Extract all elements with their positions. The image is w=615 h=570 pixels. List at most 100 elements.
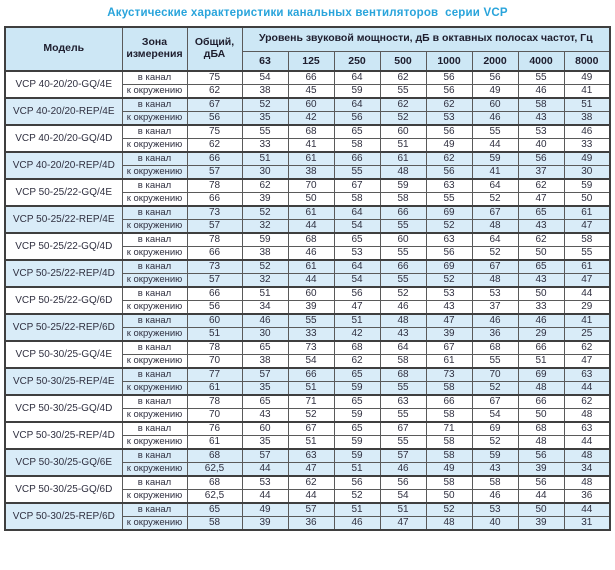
total-dba-value: 68	[186, 475, 243, 490]
zone-label: в канал	[121, 205, 188, 220]
level-value: 48	[471, 273, 519, 288]
level-value: 50	[517, 286, 565, 301]
level-value: 61	[379, 151, 427, 166]
level-value: 33	[563, 138, 611, 153]
table-row: VCP 50-30/25-GQ/4D в канал 78 65 71 65 63 66 67 6…	[4, 394, 611, 423]
level-value: 42	[333, 327, 381, 342]
level-value: 43	[517, 273, 565, 288]
table-row: к окружению 58 39 36 46 47 48 40 39 31	[5, 516, 611, 531]
header-freq-8000: 8000	[563, 50, 611, 72]
table-row: VCP 40-20/20-GQ/4E в канал 75 54 66 64 62 56 56 5…	[4, 70, 611, 99]
level-value: 64	[471, 178, 519, 193]
level-value: 49	[241, 502, 289, 517]
level-value: 52	[241, 205, 289, 220]
level-value: 39	[425, 327, 473, 342]
level-value: 55	[425, 192, 473, 207]
table-row: VCP 50-30/25-REP/6D в канал 65 49 57 51 51 52 53…	[4, 502, 611, 531]
level-value: 43	[241, 408, 289, 423]
table-row: VCP 40-20/20-REP/4D в канал 66 51 61 66 61 62 59…	[4, 151, 611, 180]
level-value: 62	[563, 394, 611, 409]
level-value: 44	[241, 489, 289, 504]
level-value: 62	[333, 354, 381, 369]
level-value: 47	[379, 516, 427, 531]
level-value: 64	[333, 205, 381, 220]
level-value: 48	[379, 165, 427, 180]
zone-label: к окружению	[121, 300, 188, 315]
table-row: к окружению 56 34 39 47 46 43 37 33 29	[5, 300, 611, 315]
level-value: 41	[563, 84, 611, 99]
level-value: 59	[563, 178, 611, 193]
header-row-frequencies: 63 125 250 500 1000 2000 4000 8000	[5, 50, 611, 72]
level-value: 69	[425, 205, 473, 220]
level-value: 47	[287, 462, 335, 477]
level-value: 43	[471, 462, 519, 477]
total-dba-value: 66	[186, 192, 243, 207]
level-value: 51	[287, 435, 335, 450]
zone-label: к окружению	[121, 273, 188, 288]
level-value: 46	[517, 84, 565, 99]
level-value: 49	[471, 84, 519, 99]
level-value: 56	[333, 111, 381, 126]
level-value: 48	[471, 219, 519, 234]
total-dba-value: 66	[186, 246, 243, 261]
level-value: 68	[379, 367, 427, 382]
zone-label: в канал	[121, 286, 188, 301]
level-value: 52	[425, 219, 473, 234]
level-value: 53	[333, 246, 381, 261]
level-value: 46	[471, 489, 519, 504]
level-value: 36	[287, 516, 335, 531]
model-name: VCP 40-20/20-REP/4D	[4, 151, 123, 180]
level-value: 73	[287, 340, 335, 355]
model-name: VCP 50-30/25-GQ/6E	[4, 448, 123, 477]
level-value: 58	[333, 192, 381, 207]
level-value: 65	[333, 232, 381, 247]
level-value: 65	[517, 259, 565, 274]
level-value: 48	[563, 448, 611, 463]
level-value: 56	[379, 475, 427, 490]
zone-label: к окружению	[121, 111, 188, 126]
level-value: 35	[241, 111, 289, 126]
level-value: 51	[241, 286, 289, 301]
zone-label: в канал	[121, 475, 188, 490]
level-value: 64	[379, 340, 427, 355]
model-name: VCP 50-30/25-REP/6D	[4, 502, 123, 531]
level-value: 41	[563, 313, 611, 328]
level-value: 49	[563, 70, 611, 85]
level-value: 51	[517, 354, 565, 369]
table-row: к окружению 70 38 54 62 58 61 55 51 47	[5, 354, 611, 369]
level-value: 67	[471, 205, 519, 220]
level-value: 61	[563, 205, 611, 220]
level-value: 68	[471, 340, 519, 355]
level-value: 48	[379, 313, 427, 328]
table-row: к окружению 66 39 50 58 58 55 52 47 50	[5, 192, 611, 207]
level-value: 63	[425, 232, 473, 247]
level-value: 59	[333, 435, 381, 450]
level-value: 61	[287, 259, 335, 274]
level-value: 57	[241, 448, 289, 463]
level-value: 65	[333, 421, 381, 436]
zone-label: в канал	[121, 367, 188, 382]
header-freq-500: 500	[379, 50, 427, 72]
level-value: 58	[379, 192, 427, 207]
level-value: 68	[517, 421, 565, 436]
table-row: VCP 50-25/22-REP/6D в канал 60 46 55 51 48 47 46…	[4, 313, 611, 342]
level-value: 67	[333, 178, 381, 193]
level-value: 62	[517, 232, 565, 247]
level-value: 43	[517, 111, 565, 126]
level-value: 66	[379, 259, 427, 274]
level-value: 40	[517, 138, 565, 153]
level-value: 66	[517, 340, 565, 355]
level-value: 49	[425, 138, 473, 153]
level-value: 33	[241, 138, 289, 153]
level-value: 46	[517, 313, 565, 328]
level-value: 47	[563, 273, 611, 288]
level-value: 53	[425, 286, 473, 301]
level-value: 58	[563, 232, 611, 247]
level-value: 55	[379, 219, 427, 234]
header-total-dba: Общий, дБА	[186, 26, 243, 72]
level-value: 58	[333, 138, 381, 153]
model-name: VCP 50-30/25-GQ/4D	[4, 394, 123, 423]
level-value: 46	[379, 300, 427, 315]
level-value: 50	[517, 408, 565, 423]
level-value: 55	[563, 246, 611, 261]
